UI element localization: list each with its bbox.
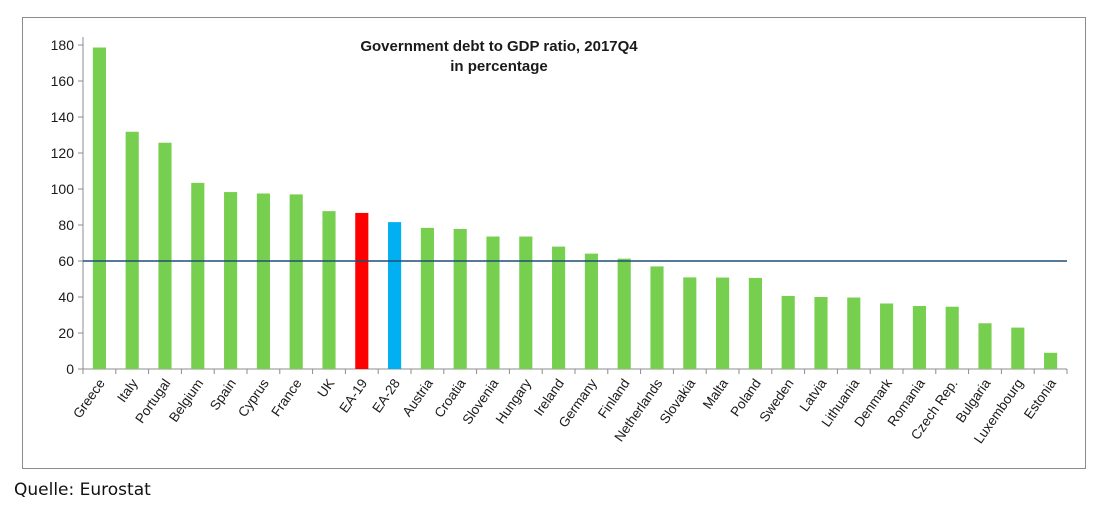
bar-luxembourg	[1011, 327, 1025, 369]
x-tick-label: EA-19	[336, 376, 370, 415]
bar-slovakia	[683, 277, 697, 369]
source-note: Quelle: Eurostat	[14, 480, 151, 500]
bar-denmark	[880, 303, 894, 369]
x-tick-label: Spain	[207, 376, 239, 413]
bar-austria	[420, 227, 434, 369]
bar-cyprus	[256, 193, 270, 369]
y-axis: 0 20 40 60 80 100 120 140 160 180	[51, 37, 84, 377]
bars	[92, 47, 1058, 370]
bar-slovenia	[486, 236, 500, 369]
x-tick-label: UK	[314, 376, 337, 400]
x-tick-label: Estonia	[1021, 376, 1059, 422]
bar-lithuania	[847, 297, 861, 369]
y-tick-label: 60	[58, 253, 74, 269]
y-tick-label: 100	[51, 181, 75, 197]
bar-czech-rep	[945, 306, 959, 369]
bar-ea-28	[388, 222, 402, 369]
x-tick-label: EA-28	[369, 376, 403, 415]
bar-chart: 0 20 40 60 80 100 120 140 160 180 Greece ItalyPort…	[51, 37, 1068, 446]
bar-uk	[322, 211, 336, 369]
bar-croatia	[453, 228, 467, 369]
x-tick-label: Austria	[399, 376, 436, 419]
x-tick-label: Sweden	[756, 376, 796, 425]
x-tick-label: Latvia	[797, 376, 830, 415]
x-tick-label: Greece	[70, 376, 108, 421]
x-tick-label: Belgium	[166, 376, 206, 425]
bar-france	[289, 194, 303, 369]
bar-italy	[125, 131, 139, 369]
y-tick-label: 140	[51, 109, 75, 125]
bar-malta	[716, 277, 730, 369]
bar-romania	[912, 306, 926, 369]
y-tick-label: 80	[58, 217, 74, 233]
x-tick-label: Cyprus	[235, 376, 272, 420]
y-tick-label: 120	[51, 145, 75, 161]
bar-sweden	[781, 295, 795, 369]
bar-greece	[92, 47, 106, 370]
bar-poland	[748, 277, 762, 369]
y-tick-label: 160	[51, 73, 75, 89]
bar-ea-19	[355, 212, 369, 369]
bar-belgium	[191, 182, 205, 369]
bar-germany	[584, 253, 598, 369]
bar-bulgaria	[978, 323, 992, 369]
bar-portugal	[158, 142, 172, 369]
chart-subtitle: in percentage	[450, 58, 548, 75]
x-tick-label: Malta	[700, 376, 732, 412]
x-axis	[82, 368, 1068, 374]
x-tick-label: Italy	[114, 376, 141, 405]
bar-spain	[224, 192, 238, 369]
y-tick-label: 180	[51, 37, 75, 53]
y-tick-label: 0	[66, 361, 74, 377]
bar-netherlands	[650, 266, 664, 369]
bar-latvia	[814, 297, 828, 369]
bar-hungary	[519, 236, 533, 369]
chart-frame: 0 20 40 60 80 100 120 140 160 180 Greece Italy Port…	[22, 17, 1086, 469]
y-tick-label: 40	[58, 289, 74, 305]
y-tick-label: 20	[58, 325, 74, 341]
bar-ireland	[552, 246, 566, 369]
bar-finland	[617, 258, 631, 369]
x-tick-label: France	[268, 376, 304, 419]
chart-title: Government debt to GDP ratio, 2017Q4	[360, 38, 638, 55]
bar-estonia	[1044, 352, 1058, 369]
